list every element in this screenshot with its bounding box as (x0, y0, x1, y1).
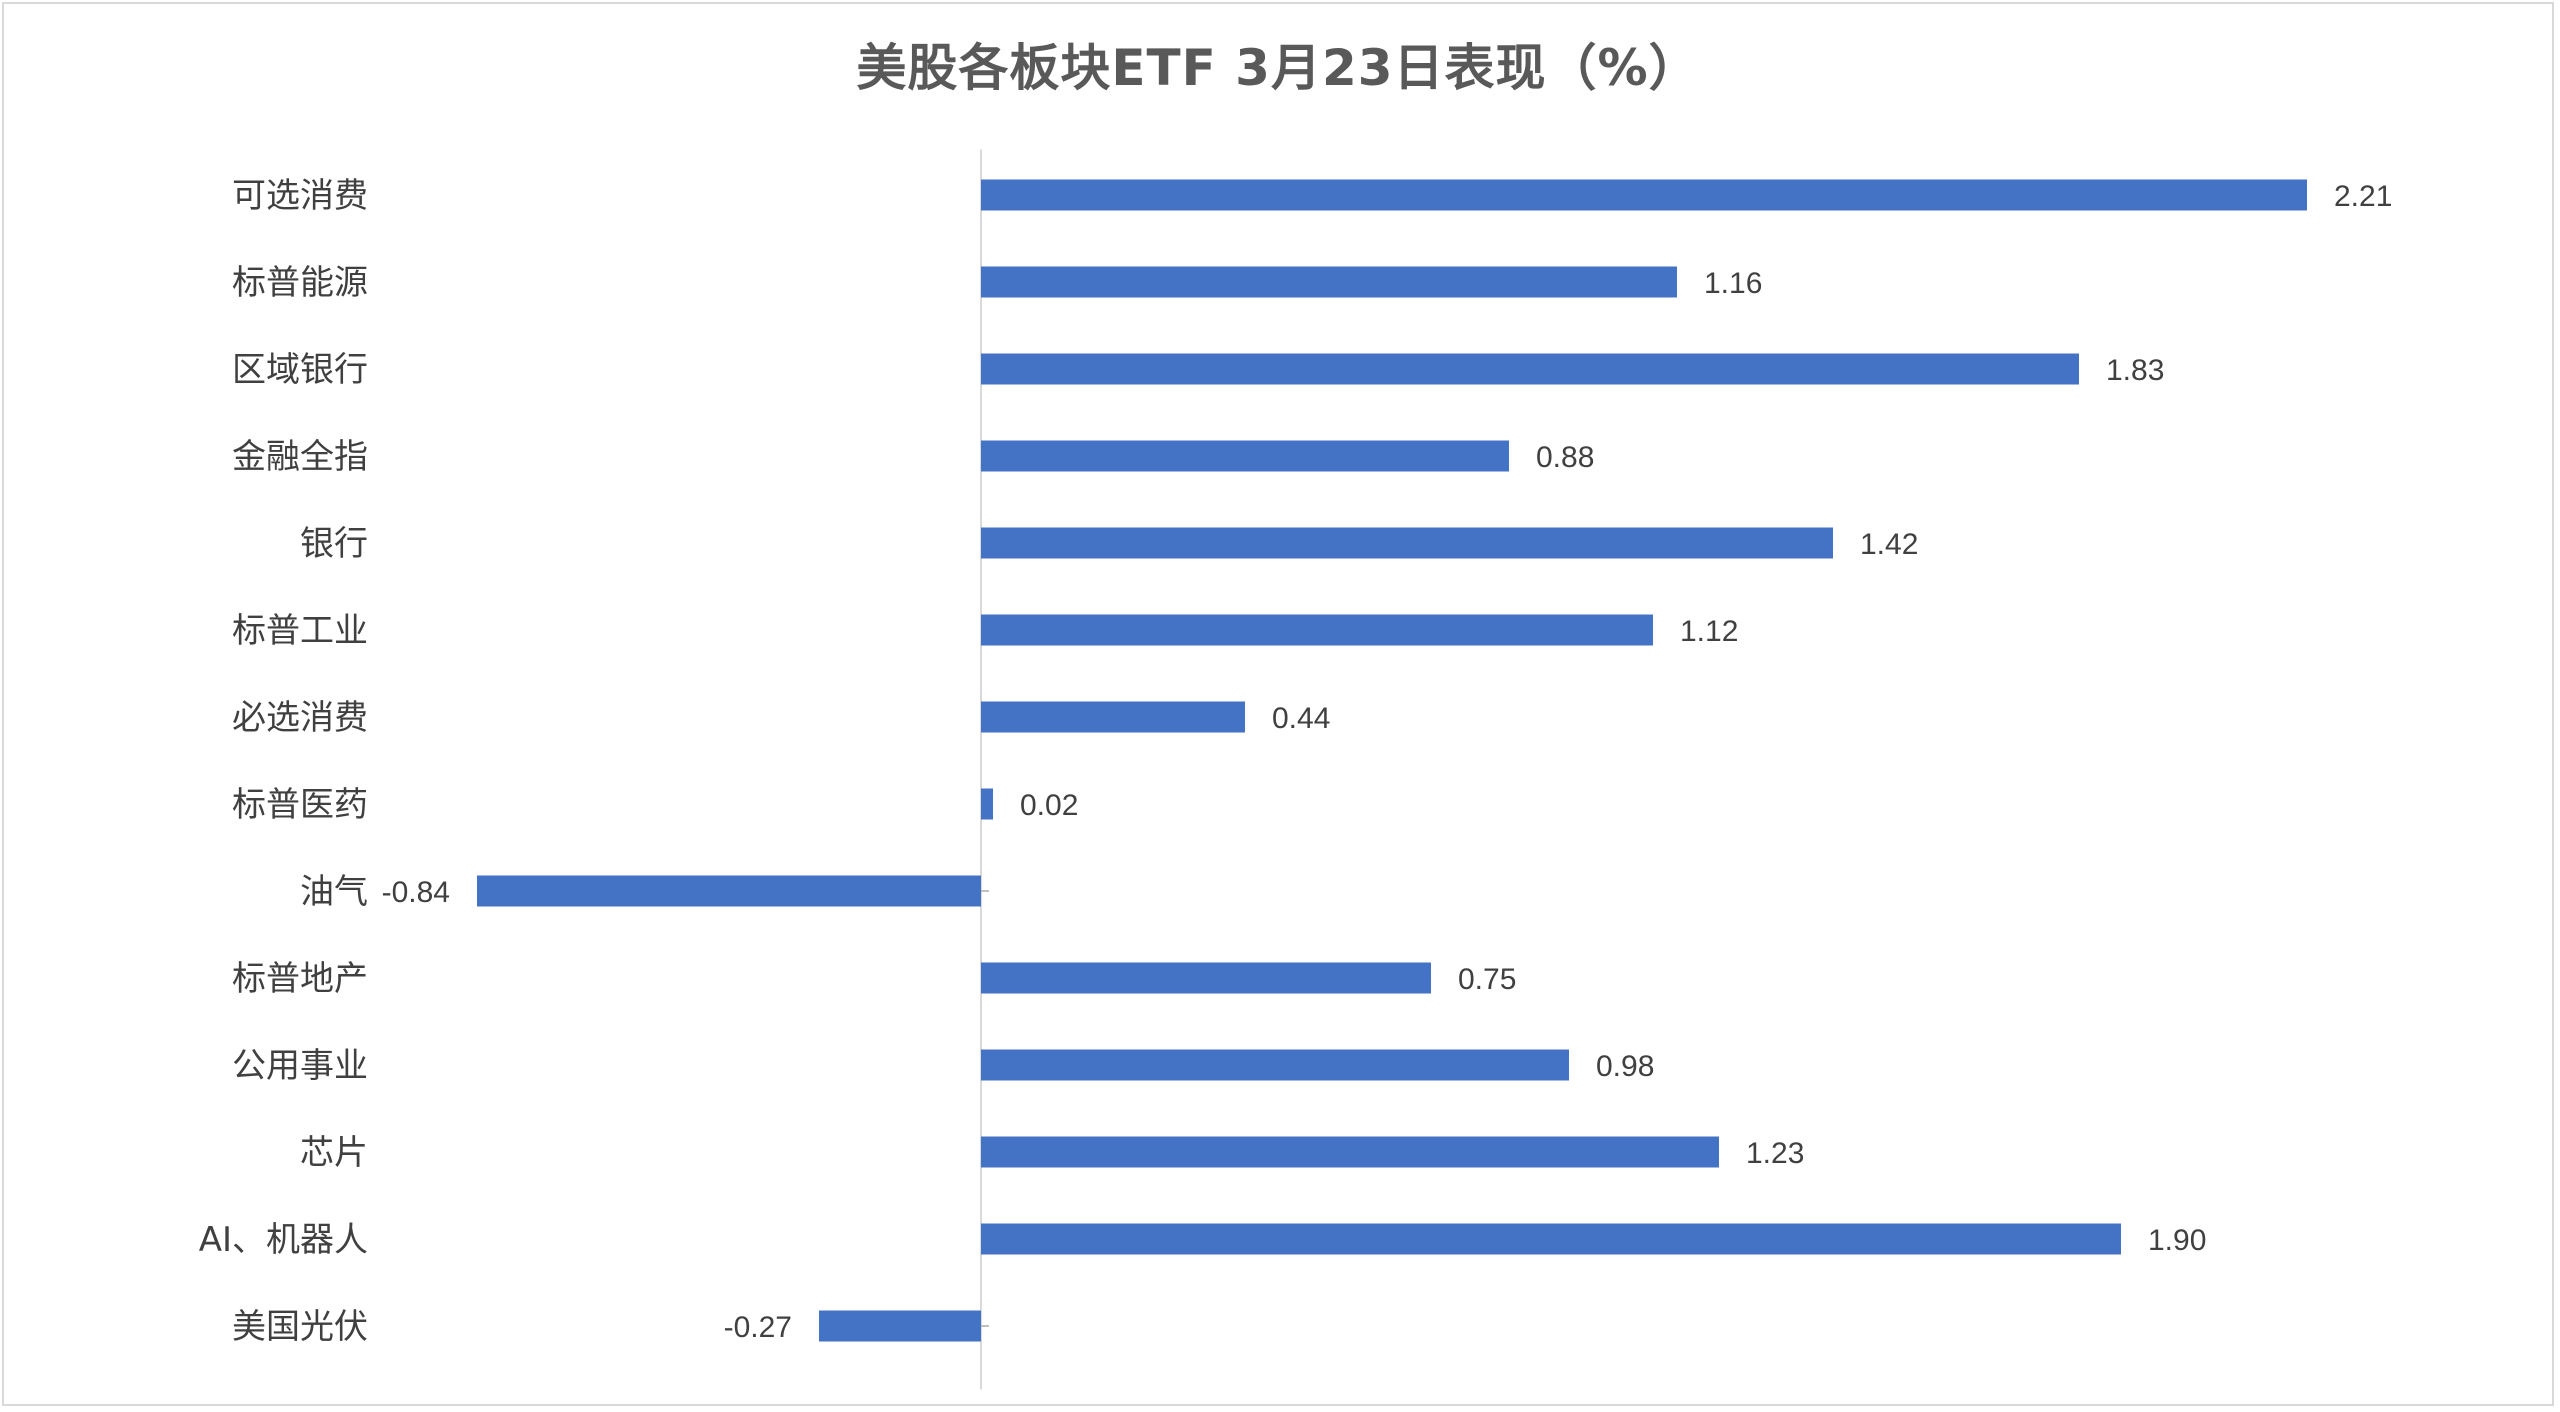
category-label-6: 必选消费 (232, 698, 368, 738)
category-label-3: 金融全指 (232, 437, 368, 477)
data-label-3: 0.88 (1536, 441, 1594, 474)
category-label-10: 公用事业 (232, 1046, 368, 1086)
data-label-7: 0.02 (1020, 789, 1078, 822)
chart-title: 美股各板块ETF 3月23日表现（%） (856, 39, 1700, 97)
data-label-11: 1.23 (1746, 1137, 1804, 1170)
bar-13 (819, 1310, 981, 1342)
bar-12 (981, 1223, 2121, 1255)
category-label-11: 芯片 (300, 1133, 368, 1173)
data-label-8: -0.84 (382, 876, 450, 909)
bar-6 (981, 701, 1245, 733)
bar-9 (981, 962, 1431, 994)
category-label-5: 标普工业 (232, 611, 368, 651)
category-label-9: 标普地产 (232, 959, 368, 999)
bar-5 (981, 614, 1653, 646)
bar-0 (981, 179, 2307, 211)
data-label-1: 1.16 (1704, 267, 1762, 300)
bar-11 (981, 1136, 1719, 1168)
bar-1 (981, 266, 1677, 298)
category-label-12: AI、机器人 (199, 1220, 368, 1260)
bar-3 (981, 440, 1509, 472)
data-label-5: 1.12 (1680, 615, 1738, 648)
data-label-13: -0.27 (724, 1311, 792, 1344)
bar-8 (477, 875, 981, 907)
category-label-1: 标普能源 (232, 263, 368, 303)
category-label-4: 银行 (300, 524, 368, 564)
category-label-8: 油气 (300, 872, 368, 912)
data-label-2: 1.83 (2106, 354, 2164, 387)
bar-4 (981, 527, 1833, 559)
data-label-10: 0.98 (1596, 1050, 1654, 1083)
bar-7 (981, 788, 993, 820)
data-label-12: 1.90 (2148, 1224, 2206, 1257)
category-label-7: 标普医药 (232, 785, 368, 825)
category-label-2: 区域银行 (232, 350, 368, 390)
data-label-4: 1.42 (1860, 528, 1918, 561)
bar-10 (981, 1049, 1569, 1081)
bar-2 (981, 353, 2079, 385)
data-label-6: 0.44 (1272, 702, 1330, 735)
data-label-0: 2.21 (2334, 180, 2392, 213)
data-label-9: 0.75 (1458, 963, 1516, 996)
category-label-0: 可选消费 (232, 176, 368, 216)
category-label-13: 美国光伏 (232, 1307, 368, 1347)
